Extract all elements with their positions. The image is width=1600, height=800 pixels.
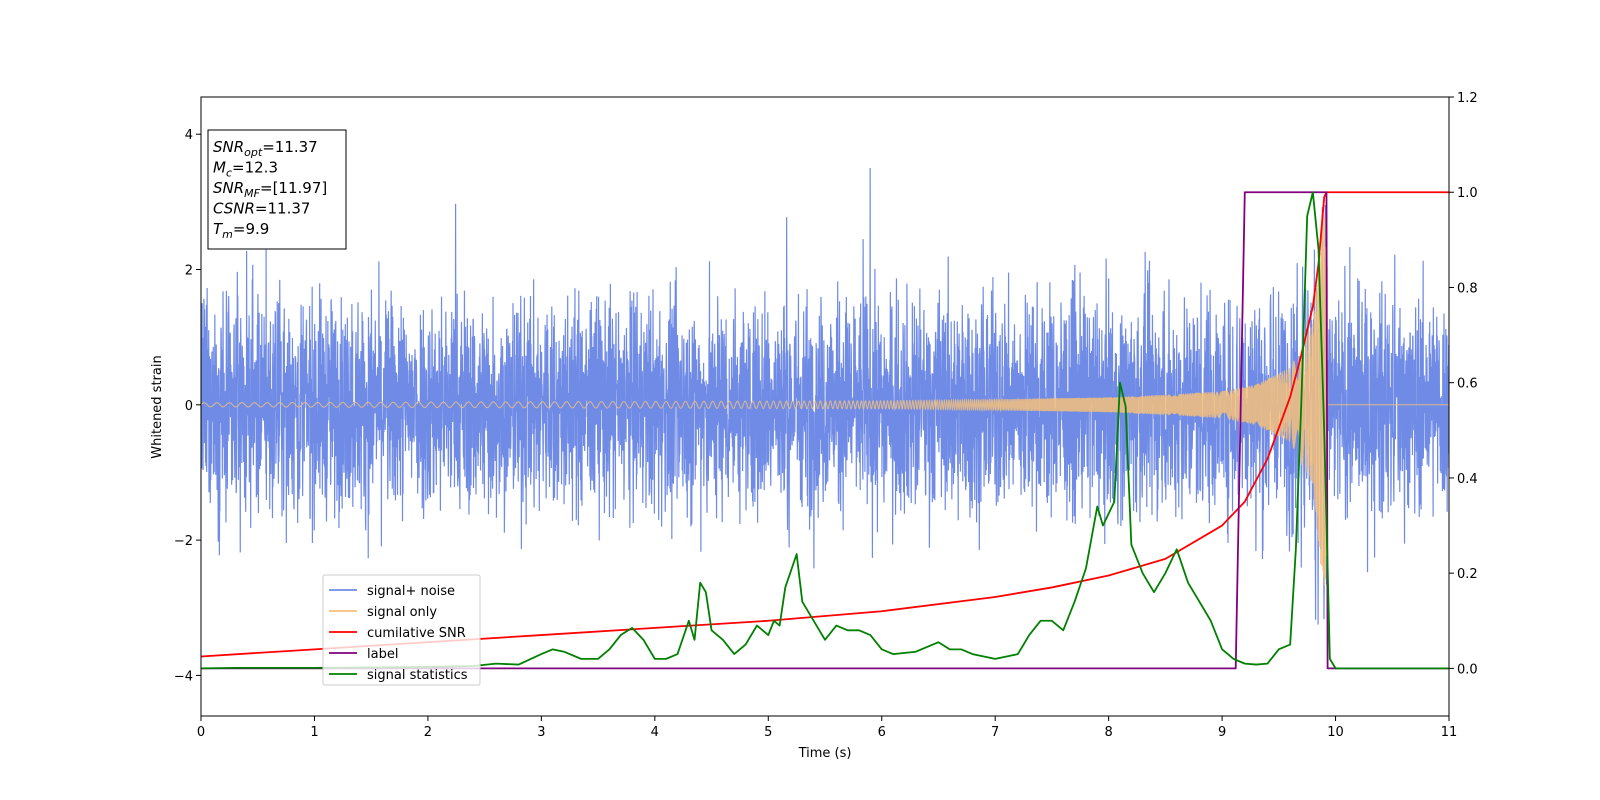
y-right-tick-label: 0.4 — [1457, 472, 1478, 487]
series-layer — [201, 167, 1449, 670]
legend-entry: label — [367, 647, 398, 662]
info-box-line: SNRopt=11.37 — [213, 138, 318, 159]
x-tick-label: 3 — [537, 725, 545, 740]
info-box-frame — [207, 129, 347, 250]
x-tick-label: 11 — [1441, 725, 1458, 740]
y-left-tick-label: −2 — [174, 534, 193, 549]
x-tick-label: 10 — [1327, 725, 1344, 740]
x-axis-label: Time (s) — [798, 746, 852, 761]
x-tick-label: 6 — [878, 725, 886, 740]
info-box: SNRopt=11.37Mc=12.3SNRMF=[11.97]CSNR=11.… — [207, 129, 347, 250]
y-left-tick-label: −4 — [174, 669, 193, 684]
y-axis-label-left: Whitened strain — [150, 355, 165, 458]
y-right-tick-label: 1.0 — [1457, 186, 1478, 201]
y-right-tick-label: 1.2 — [1457, 91, 1478, 106]
y-left-tick-label: 2 — [185, 264, 193, 279]
y-right-tick-label: 0.6 — [1457, 377, 1478, 392]
y-right-tick-label: 0.8 — [1457, 281, 1478, 296]
plot-frame — [200, 96, 1450, 717]
legend-entry: signal only — [367, 605, 437, 620]
legend-entry: signal+ noise — [367, 584, 455, 599]
y-left-tick-label: 0 — [185, 399, 193, 414]
info-box-line: SNRMF=[11.97] — [213, 179, 327, 200]
info-box-line: Mc=12.3 — [213, 159, 278, 180]
x-tick-label: 4 — [651, 725, 659, 740]
ticks-layer: 0 1 2 3 4 5 6 7 8 9 10 11 −4 −2 0 2 4 0.0 0.2 0.4 0.6 0.8 1.0 1… — [174, 91, 1478, 740]
series-signal-statistics — [201, 191, 1449, 670]
legend-entry: signal statistics — [367, 668, 468, 683]
x-tick-label: 0 — [197, 725, 205, 740]
x-tick-label: 8 — [1104, 725, 1112, 740]
x-tick-label: 5 — [764, 725, 772, 740]
y-right-tick-label: 0.0 — [1457, 662, 1478, 677]
legend-frame — [322, 574, 481, 686]
info-box-line: Tm=9.9 — [213, 220, 269, 241]
x-tick-label: 7 — [991, 725, 999, 740]
series-cumulative-snr — [201, 191, 1449, 658]
legend: signal+ noise signal only cumilative SNR la… — [322, 574, 481, 686]
x-tick-label: 9 — [1218, 725, 1226, 740]
x-tick-label: 2 — [424, 725, 432, 740]
legend-entry: cumilative SNR — [367, 626, 466, 641]
y-left-tick-label: 4 — [185, 128, 193, 143]
info-box-line: CSNR=11.37 — [213, 200, 310, 218]
y-right-tick-label: 0.2 — [1457, 567, 1478, 582]
plot-area — [200, 96, 1450, 717]
x-tick-label: 1 — [310, 725, 318, 740]
